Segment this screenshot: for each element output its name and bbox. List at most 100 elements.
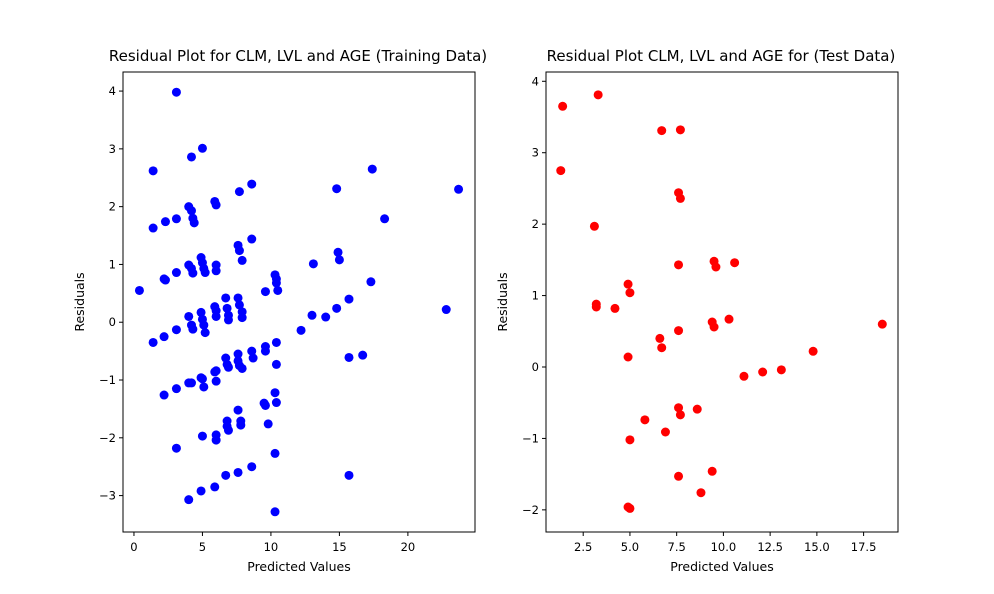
training-data-point — [171, 268, 181, 278]
training-data-point — [171, 87, 181, 97]
test-residual-plot: Residual Plot CLM, LVL and AGE for (Test… — [495, 47, 899, 574]
training-x-ticks: 0 5 10 15 20 — [130, 532, 415, 554]
training-y-tick-label: 1 — [109, 257, 116, 271]
training-residual-plot: Residual Plot for CLM, LVL and AGE (Trai… — [72, 47, 487, 574]
training-data-point — [296, 325, 306, 335]
training-data-point — [211, 435, 221, 445]
training-data-point — [237, 255, 247, 265]
training-data-point — [186, 378, 196, 388]
training-data-point — [186, 152, 196, 162]
test-data-point — [675, 125, 685, 135]
test-chart-title: Residual Plot CLM, LVL and AGE for (Test… — [547, 47, 896, 65]
training-y-tick-label: 3 — [109, 142, 116, 156]
training-data-point — [270, 448, 280, 458]
training-data-point — [211, 266, 221, 276]
training-x-tick-label: 0 — [130, 540, 137, 554]
test-y-ticks: −2 −1 0 1 2 3 4 — [522, 74, 546, 517]
test-y-tick-label: 0 — [532, 360, 539, 374]
test-x-axis-label: Predicted Values — [670, 559, 774, 574]
training-data-point — [344, 470, 354, 480]
training-data-point — [223, 315, 233, 325]
test-data-point — [675, 410, 685, 420]
training-data-point — [196, 307, 206, 317]
test-y-tick-label: −2 — [522, 503, 539, 517]
test-data-point — [589, 221, 599, 231]
training-x-tick-label: 15 — [332, 540, 347, 554]
training-y-tick-label: 0 — [109, 315, 116, 329]
training-data-point — [196, 486, 206, 496]
test-x-tick-label: 17.5 — [851, 540, 877, 554]
training-data-point — [211, 311, 221, 321]
training-data-point — [233, 405, 243, 415]
test-x-tick-label: 10.0 — [711, 540, 737, 554]
training-data-point — [358, 350, 368, 360]
training-data-point — [160, 275, 170, 285]
training-x-tick-label: 5 — [199, 540, 206, 554]
training-data-point — [237, 313, 247, 323]
training-data-point — [260, 287, 270, 297]
training-data-point — [148, 223, 158, 233]
training-chart-title: Residual Plot for CLM, LVL and AGE (Trai… — [109, 47, 487, 65]
test-data-point — [610, 303, 620, 313]
test-data-point — [758, 367, 768, 377]
training-data-point — [271, 398, 281, 408]
test-points — [556, 90, 887, 513]
training-data-point — [247, 346, 257, 356]
training-data-point — [248, 353, 258, 363]
training-data-point — [233, 349, 243, 359]
test-data-point — [657, 126, 667, 136]
training-data-point — [171, 384, 181, 394]
training-data-point — [234, 246, 244, 256]
test-data-point — [674, 326, 684, 336]
test-data-point — [730, 258, 740, 268]
training-data-point — [380, 214, 390, 224]
training-y-tick-label: −1 — [99, 373, 116, 387]
test-x-tick-label: 12.5 — [757, 540, 783, 554]
training-data-point — [271, 278, 281, 288]
test-data-point — [709, 322, 719, 332]
training-data-point — [160, 217, 170, 227]
training-data-point — [441, 305, 451, 315]
test-x-ticks: 2.5 5.0 7.5 10.0 12.5 15.0 17.5 — [574, 532, 876, 554]
training-y-axis-label: Residuals — [72, 272, 87, 331]
training-data-point — [210, 367, 220, 377]
test-data-point — [556, 166, 566, 176]
training-data-point — [184, 495, 194, 505]
test-data-point — [625, 288, 635, 298]
test-data-point — [660, 427, 670, 437]
training-data-point — [247, 234, 257, 244]
test-plot-frame — [545, 71, 899, 533]
training-data-point — [197, 143, 207, 153]
training-data-point — [223, 425, 233, 435]
test-y-tick-label: 2 — [532, 217, 539, 231]
training-data-point — [189, 218, 199, 228]
training-y-tick-label: −2 — [99, 431, 116, 445]
test-x-tick-label: 2.5 — [574, 540, 592, 554]
training-data-point — [247, 462, 257, 472]
training-x-tick-label: 20 — [401, 540, 416, 554]
training-data-point — [260, 346, 270, 356]
test-data-point — [724, 314, 734, 324]
test-data-point — [674, 471, 684, 481]
test-data-point — [707, 466, 717, 476]
training-points — [134, 87, 464, 517]
test-data-point — [675, 193, 685, 203]
test-y-tick-label: −1 — [522, 431, 539, 445]
training-data-point — [159, 332, 169, 342]
training-data-point — [171, 443, 181, 453]
test-data-point — [558, 101, 568, 111]
training-data-point — [332, 184, 342, 194]
training-data-point — [233, 467, 243, 477]
training-data-point — [321, 312, 331, 322]
test-data-point — [776, 365, 786, 375]
training-data-point — [210, 482, 220, 492]
test-data-point — [877, 319, 887, 329]
training-data-point — [236, 420, 246, 430]
training-x-axis-label: Predicted Values — [247, 559, 351, 574]
training-y-tick-label: −3 — [99, 489, 116, 503]
training-data-point — [134, 285, 144, 295]
training-data-point — [237, 363, 247, 373]
test-x-tick-label: 7.5 — [668, 540, 686, 554]
training-data-point — [188, 324, 198, 334]
test-data-point — [808, 346, 818, 356]
